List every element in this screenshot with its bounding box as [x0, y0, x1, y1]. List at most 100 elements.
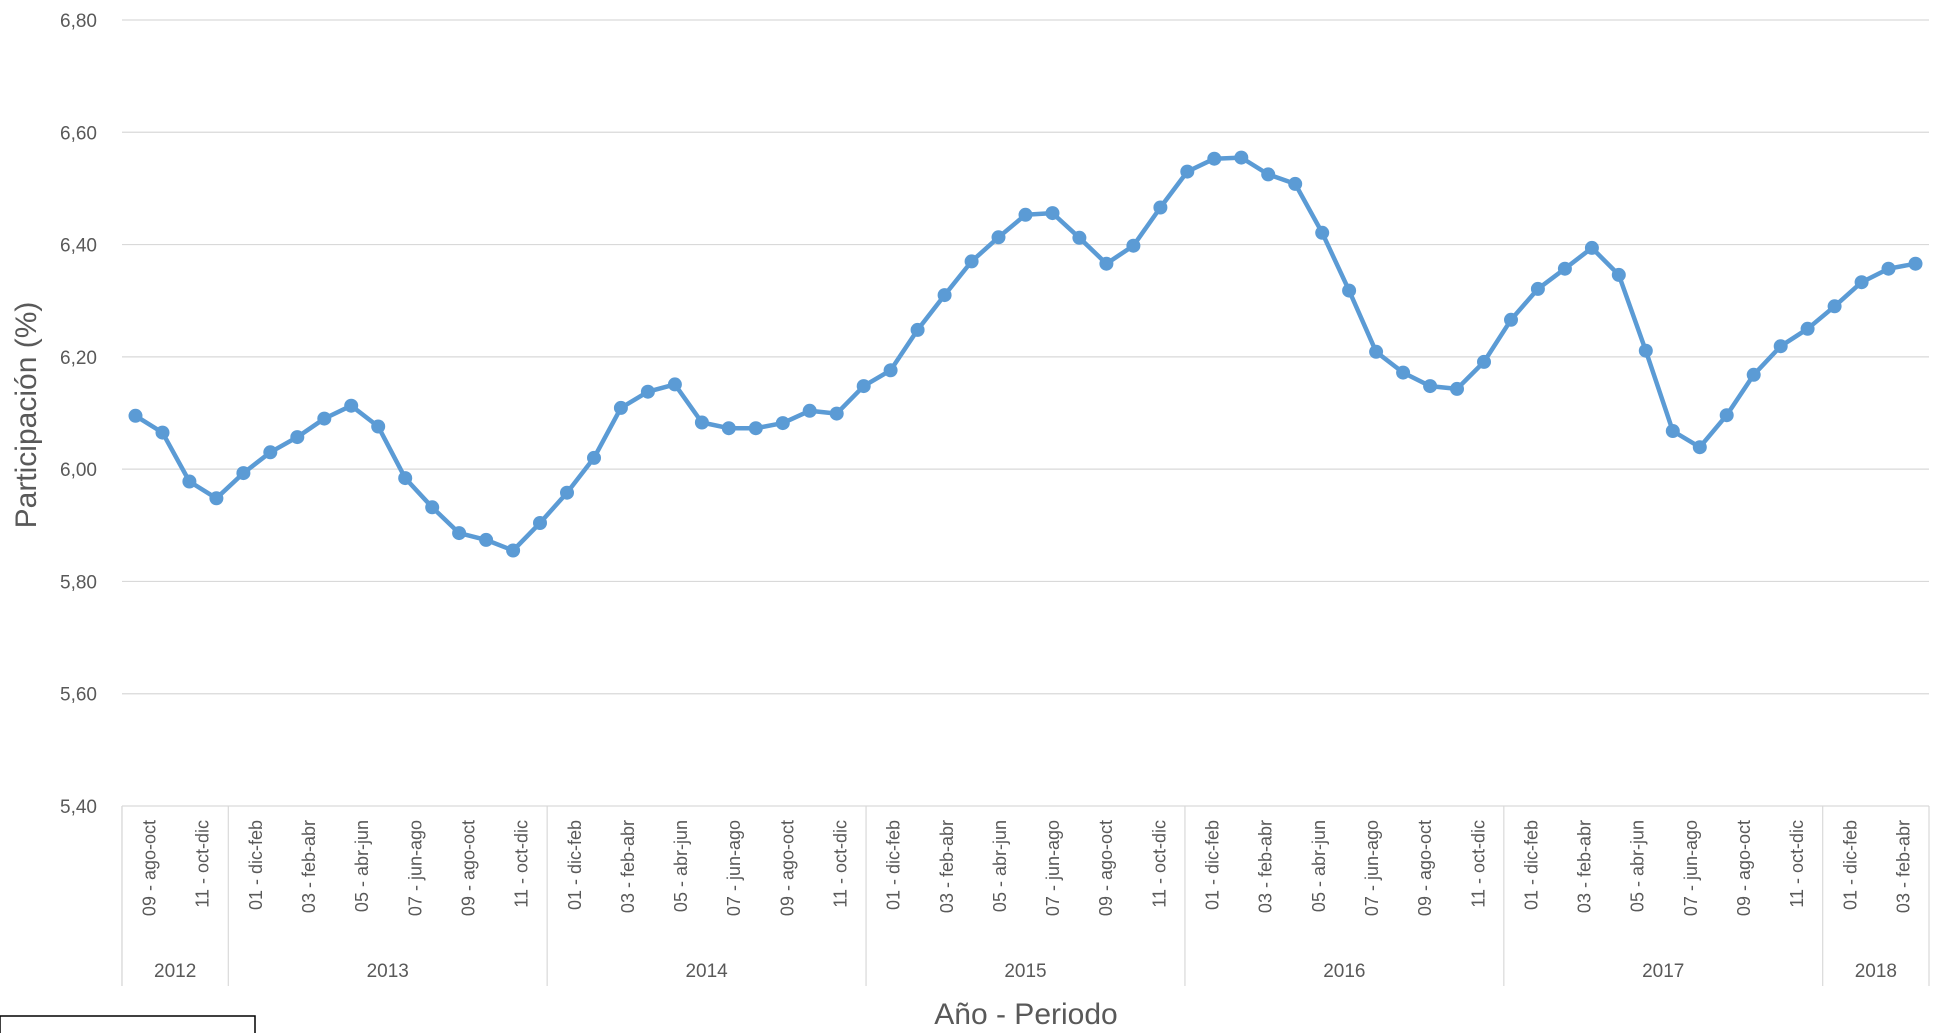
data-point [371, 419, 386, 434]
data-point [1773, 339, 1788, 354]
x-tick-label: 03 - feb-abr [1893, 820, 1913, 913]
data-point [1450, 381, 1464, 396]
data-point [425, 500, 440, 515]
data-point [667, 377, 682, 392]
data-point [1045, 206, 1060, 221]
x-tick-label: 01 - dic-feb [1521, 820, 1541, 910]
x-tick-label: 05 - abr-jun [352, 820, 372, 912]
y-axis-ticks: 5,40 5,60 5,80 6,00 6,20 6,40 6,60 6,80 [60, 11, 97, 818]
series-layer [128, 150, 1923, 558]
x-tick-label: 11 - oct-dic [1149, 820, 1169, 908]
year-label: 2017 [1642, 961, 1684, 982]
data-point [721, 421, 736, 436]
x-tick-label: 11 - oct-dic [1787, 820, 1807, 908]
y-tick-label: 6,40 [60, 236, 97, 257]
data-point [128, 408, 143, 423]
x-tick-label: 01 - dic-feb [884, 820, 904, 910]
data-point [209, 491, 224, 506]
data-point [1396, 365, 1411, 380]
data-point [317, 411, 332, 426]
data-point [290, 430, 305, 445]
data-point [452, 526, 467, 541]
data-point [937, 288, 952, 303]
x-tick-label: 01 - dic-feb [1840, 820, 1860, 910]
data-point [236, 466, 251, 481]
x-tick-label: 07 - jun-ago [1043, 820, 1063, 916]
data-point [533, 516, 547, 530]
x-tick-label: 11 - oct-dic [830, 820, 850, 908]
data-point [1611, 267, 1626, 282]
x-tick-label: 09 - ago-oct [1734, 820, 1754, 916]
data-point [694, 415, 709, 430]
year-label: 2016 [1323, 961, 1365, 982]
x-tick-label: 03 - feb-abr [618, 820, 638, 913]
y-axis-title: Participación (%) [10, 302, 43, 529]
x-tick-label: 09 - ago-oct [140, 820, 160, 916]
x-tick-label: 09 - ago-oct [777, 820, 797, 916]
data-point [1369, 344, 1384, 359]
year-label: 2015 [1004, 961, 1046, 982]
data-point [398, 471, 413, 486]
data-point [560, 485, 574, 500]
x-tick-label: 07 - jun-ago [724, 820, 744, 916]
data-point [1638, 343, 1653, 358]
y-tick-label: 6,20 [60, 348, 97, 369]
x-tick-label: 09 - ago-oct [1096, 820, 1116, 916]
data-point [1827, 299, 1842, 314]
x-axis: 09 - ago-oct 11 - oct-dic 01 - dic-feb 03 -… [121, 806, 1930, 986]
y-tick-label: 5,40 [60, 797, 97, 818]
data-point [829, 406, 844, 421]
x-tick-label: 03 - feb-abr [937, 820, 957, 913]
x-tick-label: 01 - dic-feb [246, 820, 266, 910]
data-point [1288, 176, 1303, 191]
data-point [182, 474, 197, 489]
data-point [910, 322, 925, 337]
data-point [344, 398, 359, 413]
data-point [1504, 312, 1518, 327]
data-point [1153, 200, 1168, 215]
data-point [1261, 167, 1276, 182]
data-point [263, 445, 278, 460]
x-tick-label: 01 - dic-feb [1203, 820, 1223, 910]
x-tick-label: 11 - oct-dic [1468, 820, 1488, 908]
y-tick-label: 6,00 [60, 460, 97, 481]
data-point [1557, 261, 1572, 276]
y-tick-label: 5,80 [60, 572, 97, 593]
data-point [1099, 256, 1114, 271]
data-point [1854, 275, 1869, 290]
data-point [883, 363, 898, 378]
data-point [1746, 367, 1761, 382]
data-point [856, 379, 871, 394]
x-tick-label: 07 - jun-ago [1362, 820, 1382, 916]
x-tick-label: 09 - ago-oct [458, 820, 478, 916]
data-point [155, 425, 170, 440]
data-point [506, 543, 521, 558]
y-tick-label: 6,80 [60, 11, 97, 32]
x-tick-label: 03 - feb-abr [1256, 820, 1276, 913]
x-tick-label: 09 - ago-oct [1415, 820, 1435, 916]
x-tick-label: 05 - abr-jun [671, 820, 691, 912]
legend-box-fragment [0, 1015, 256, 1033]
data-point [1180, 164, 1195, 179]
data-point [1908, 256, 1923, 271]
data-point [1234, 150, 1249, 165]
data-point [587, 450, 601, 465]
year-label: 2013 [367, 961, 409, 982]
x-tick-label: 03 - feb-abr [1575, 820, 1595, 913]
data-point [1584, 240, 1599, 255]
x-axis-title: Año - Periodo [934, 998, 1117, 1031]
x-tick-label: 05 - abr-jun [1309, 820, 1329, 912]
gridlines [122, 19, 1929, 807]
data-point [964, 254, 979, 269]
x-tick-label: 11 - oct-dic [512, 820, 532, 908]
x-tick-label: 11 - oct-dic [193, 820, 213, 908]
data-point [1423, 379, 1438, 394]
data-point [1477, 354, 1491, 369]
data-point [1881, 261, 1896, 276]
data-point [1315, 225, 1330, 240]
data-point [613, 400, 628, 415]
x-tick-label: 03 - feb-abr [299, 820, 319, 913]
data-point [1719, 408, 1734, 423]
data-point [1342, 283, 1357, 298]
year-label: 2012 [154, 961, 196, 982]
